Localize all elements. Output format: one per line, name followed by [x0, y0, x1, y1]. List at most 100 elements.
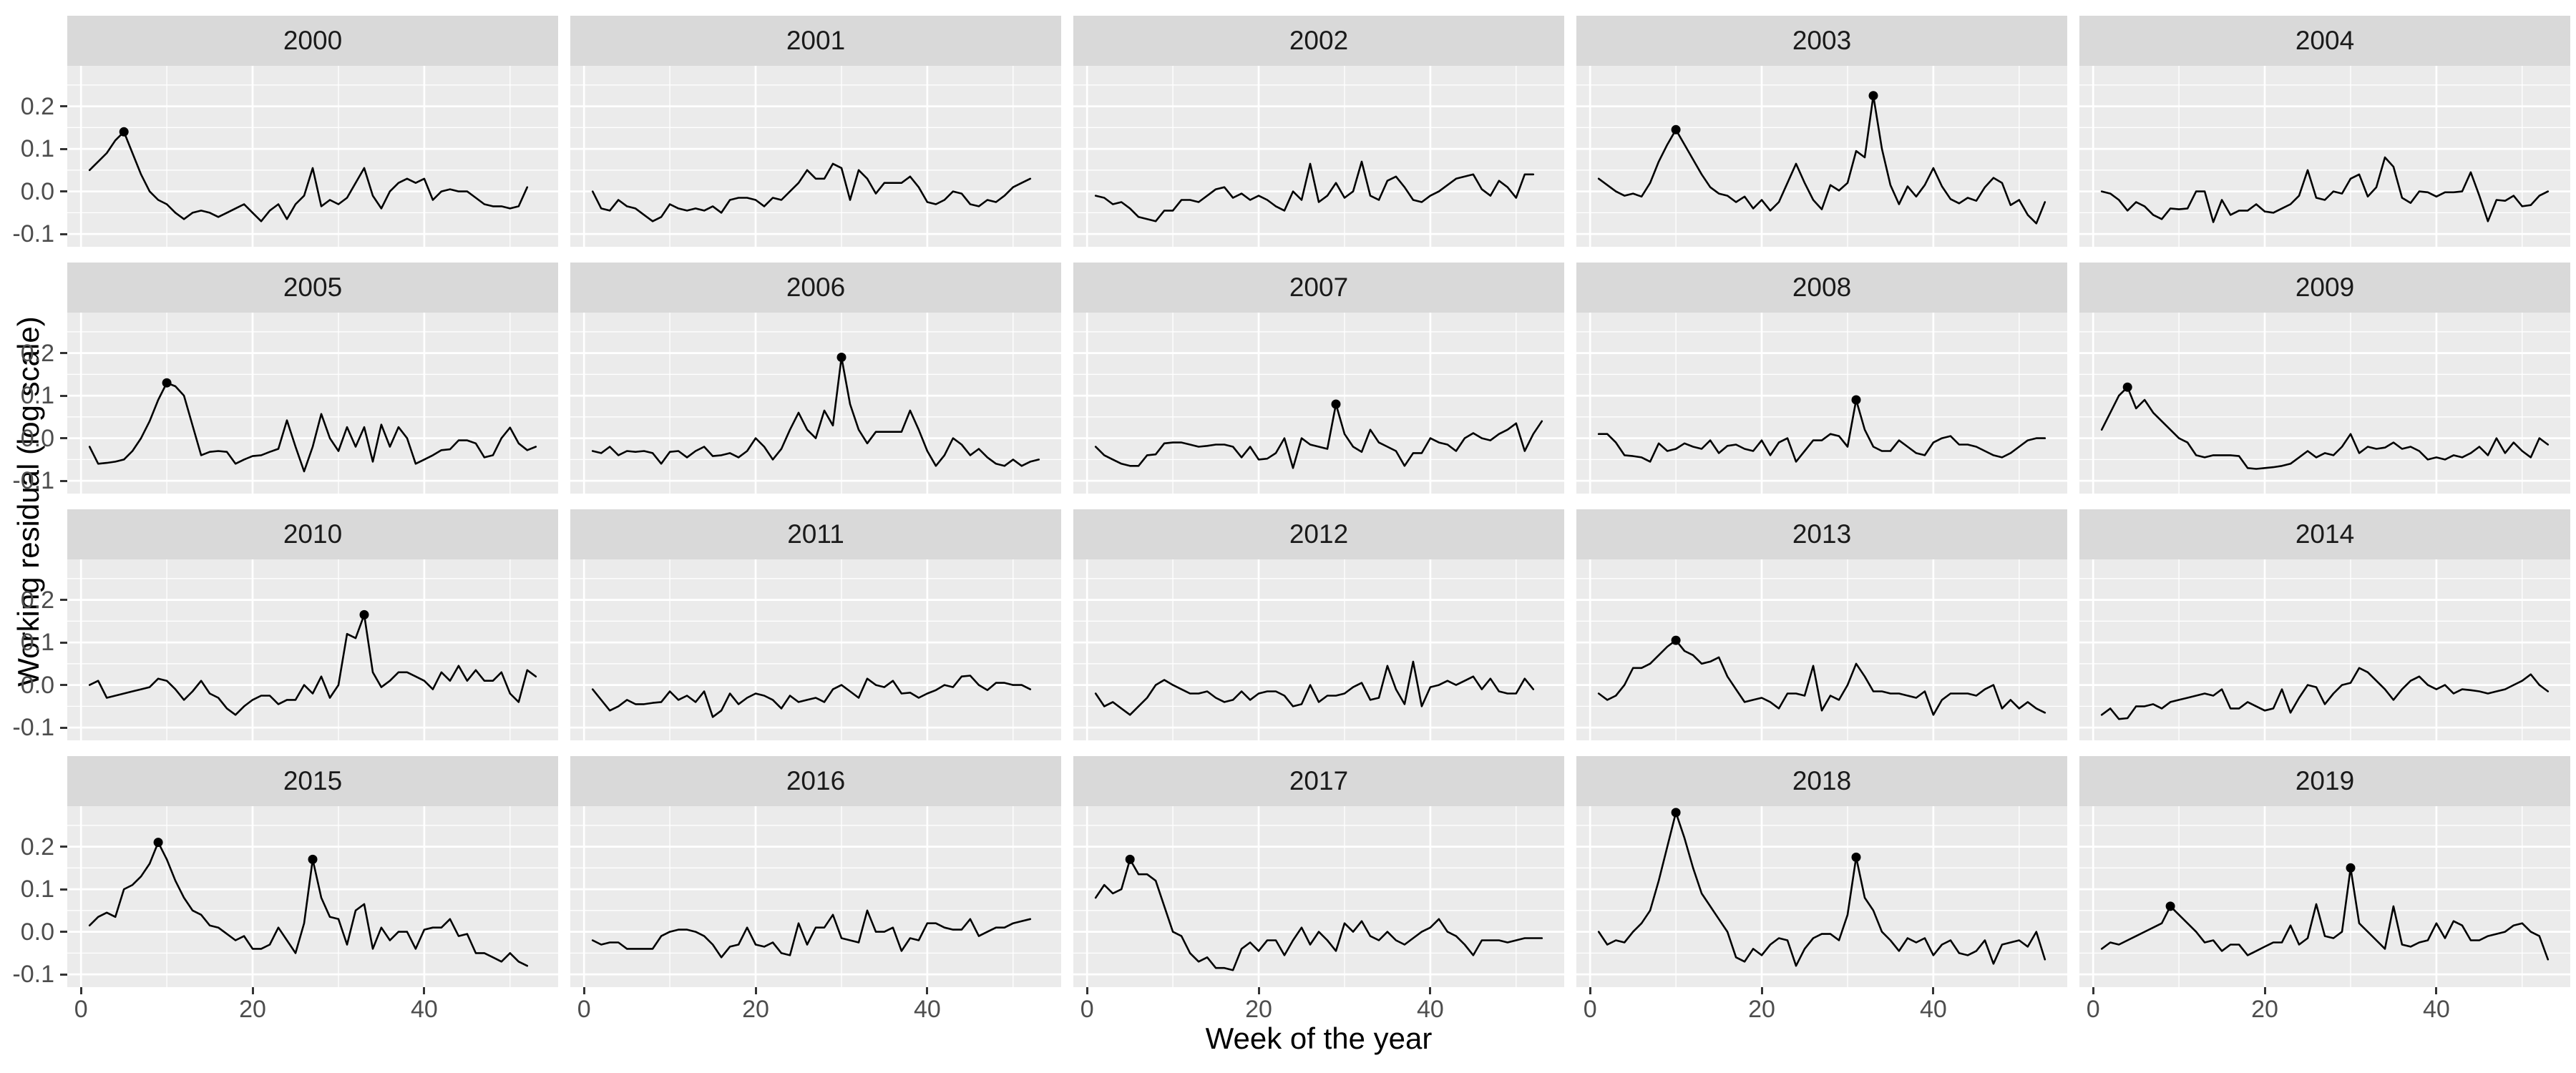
- residual-line-2001: [591, 162, 1032, 222]
- x-axis-tick-mark: [423, 987, 426, 994]
- residual-line-2002: [1094, 160, 1535, 222]
- y-axis-tick-mark: [60, 931, 67, 934]
- line-chart-svg: [2079, 559, 2570, 740]
- y-axis-tick-label: 0.0: [20, 424, 54, 452]
- x-axis-tick-mark: [754, 987, 757, 994]
- facet-strip-label: 2010: [67, 509, 558, 559]
- peak-marker: [2346, 863, 2356, 873]
- x-axis-tick-mark: [1589, 987, 1591, 994]
- x-axis-tick-label: 20: [1748, 996, 1775, 1023]
- line-chart-svg: [1073, 66, 1564, 247]
- facet-strip-label: 2002: [1073, 16, 1564, 66]
- x-axis-tick-label: 20: [742, 996, 769, 1023]
- y-axis-tick-mark: [60, 684, 67, 687]
- y-axis-tick-mark: [60, 726, 67, 729]
- residual-line-2018: [1597, 811, 2046, 967]
- y-axis-tick-mark: [60, 437, 67, 440]
- peak-marker: [153, 838, 163, 848]
- plot-area: [2079, 313, 2570, 494]
- peak-marker: [1851, 395, 1861, 405]
- facet-strip-label: 2004: [2079, 16, 2570, 66]
- facet-strip-label: 2006: [570, 263, 1061, 313]
- peak-marker: [359, 609, 369, 619]
- line-chart-svg: [570, 559, 1061, 740]
- x-axis-tick-mark: [1257, 987, 1260, 994]
- facet-panel-2015: 2015 0.2 0.1 0.0 -0.1 0 20 40: [12, 756, 558, 1021]
- x-axis-tick-label: 0: [2086, 996, 2100, 1023]
- x-axis-tick-label: 20: [1245, 996, 1272, 1023]
- peak-marker: [1868, 91, 1878, 101]
- plot-area: [2079, 66, 2570, 247]
- x-axis-tick-mark: [582, 987, 585, 994]
- facet-panel-2019: 2019 0 20 40: [2079, 756, 2570, 1021]
- y-axis-tick-mark: [60, 105, 67, 108]
- facet-strip-label: 2011: [570, 509, 1061, 559]
- x-axis-tick-label: 0: [74, 996, 88, 1023]
- y-axis-tick-mark: [60, 846, 67, 848]
- facet-strip-label: 2009: [2079, 263, 2570, 313]
- facet-strip-label: 2016: [570, 756, 1061, 806]
- x-axis-tick-label: 40: [2422, 996, 2450, 1023]
- residual-line-2016: [591, 909, 1032, 959]
- y-axis-tick-label: 0.0: [20, 671, 54, 699]
- y-axis-tick-label: 0.2: [20, 833, 54, 861]
- line-chart-svg: [2079, 806, 2570, 987]
- facet-strip-label: 2012: [1073, 509, 1564, 559]
- plot-area: [570, 313, 1061, 494]
- line-chart-svg: [570, 806, 1061, 987]
- plot-area: 0 20 40: [1073, 806, 1564, 1021]
- y-axis-tick-label: 0.2: [20, 586, 54, 614]
- facet-panel-2005: 2005 0.2 0.1 0.0 -0.1: [12, 263, 558, 494]
- y-axis-tick-label: -0.1: [12, 961, 54, 989]
- y-axis-tick-mark: [60, 147, 67, 150]
- facet-strip-label: 2000: [67, 16, 558, 66]
- facet-strip-label: 2005: [67, 263, 558, 313]
- line-chart-svg: [1576, 313, 2067, 494]
- plot-area: [1073, 313, 1564, 494]
- facet-panel-2000: 2000 0.2 0.1 0.0 -0.1: [12, 16, 558, 247]
- residual-line-2005: [88, 381, 537, 473]
- y-axis-tick-label: -0.1: [12, 220, 54, 248]
- y-axis-tick-label: 0.1: [20, 135, 54, 163]
- facet-panel-2017: 2017 0 20 40: [1073, 756, 1564, 1021]
- x-axis-tick-mark: [1760, 987, 1763, 994]
- facet-panel-2002: 2002: [1073, 16, 1564, 247]
- line-chart-svg: [67, 559, 558, 740]
- plot-area: [570, 66, 1061, 247]
- residual-line-2019: [2100, 867, 2550, 961]
- x-axis-tick-label: 20: [239, 996, 266, 1023]
- x-axis-tick-label: 20: [2251, 996, 2278, 1023]
- line-chart-svg: [2079, 66, 2570, 247]
- plot-area: [570, 559, 1061, 740]
- line-chart-svg: [1073, 313, 1564, 494]
- residual-line-2013: [1597, 639, 2046, 716]
- y-axis-tick-mark: [60, 352, 67, 355]
- facet-panel-2001: 2001: [570, 16, 1061, 247]
- y-axis-tick-mark: [60, 888, 67, 891]
- line-chart-svg: [570, 66, 1061, 247]
- facet-panel-2009: 2009: [2079, 263, 2570, 494]
- x-axis-tick-label: 40: [410, 996, 438, 1023]
- residual-line-2007: [1094, 403, 1543, 469]
- facet-panel-2014: 2014: [2079, 509, 2570, 740]
- x-axis-tick-mark: [79, 987, 82, 994]
- y-axis-tick-label: 0.1: [20, 629, 54, 657]
- facet-panel-2013: 2013: [1576, 509, 2067, 740]
- x-axis-tick-mark: [1085, 987, 1088, 994]
- facet-strip-label: 2003: [1576, 16, 2067, 66]
- y-axis-tick-mark: [60, 394, 67, 397]
- peak-marker: [2165, 901, 2175, 911]
- residual-line-2000: [88, 131, 529, 222]
- peak-marker: [1331, 399, 1341, 409]
- y-axis-tick-label: 0.1: [20, 382, 54, 410]
- x-axis-tick-label: 0: [577, 996, 591, 1023]
- peak-marker: [1125, 854, 1135, 864]
- x-axis-tick-mark: [1429, 987, 1432, 994]
- line-chart-svg: [67, 66, 558, 247]
- peak-marker: [119, 127, 129, 137]
- y-axis-tick-label: -0.1: [12, 714, 54, 742]
- peak-marker: [308, 854, 318, 864]
- residual-line-2010: [88, 614, 537, 716]
- residual-line-2015: [88, 841, 529, 967]
- facet-panel-2012: 2012: [1073, 509, 1564, 740]
